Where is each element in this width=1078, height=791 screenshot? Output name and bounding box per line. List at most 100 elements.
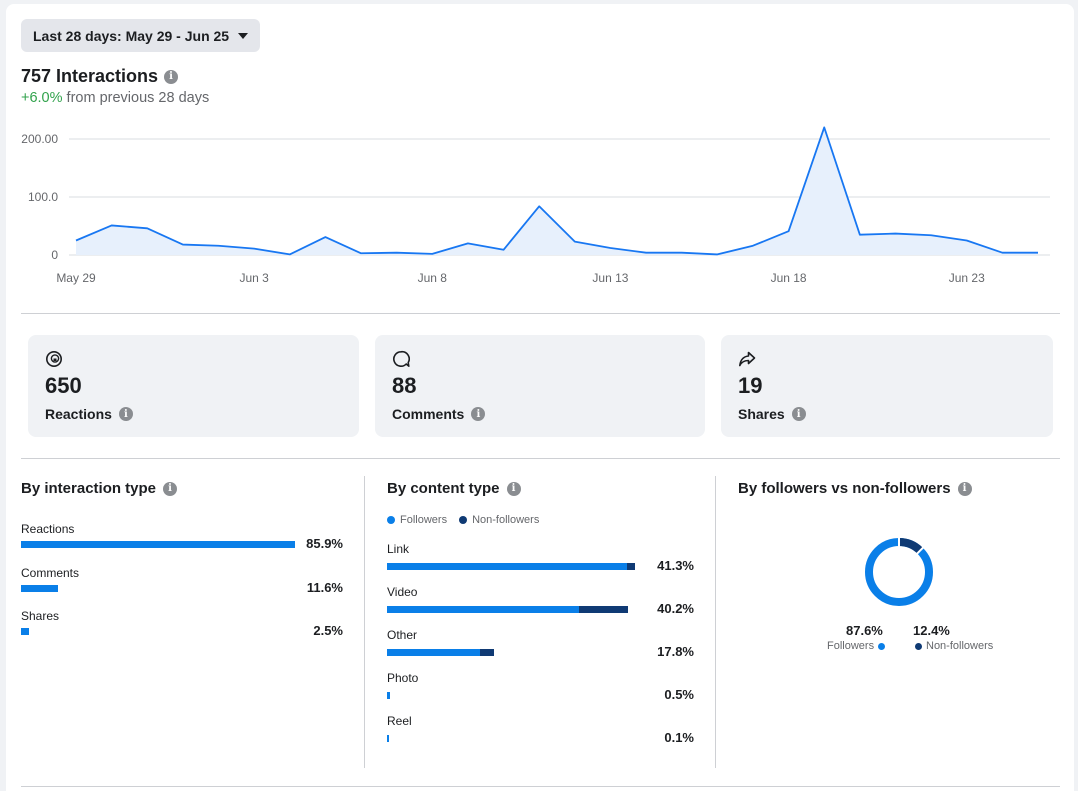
info-icon[interactable]: i bbox=[163, 481, 178, 496]
data-point[interactable] bbox=[533, 200, 545, 212]
info-icon[interactable]: i bbox=[471, 407, 486, 421]
interaction-bar[interactable] bbox=[21, 584, 295, 592]
comments-label: Comments bbox=[392, 406, 465, 422]
content-bar-followers bbox=[387, 606, 580, 613]
divider bbox=[21, 458, 1060, 459]
caret-down-icon bbox=[238, 32, 249, 39]
by-content-title: By content type bbox=[387, 480, 500, 497]
data-point[interactable] bbox=[925, 229, 937, 241]
content-row-label: Photo bbox=[387, 671, 419, 685]
comments-card: 88 Comments i bbox=[375, 335, 705, 437]
data-point[interactable] bbox=[498, 244, 510, 256]
interaction-bar[interactable] bbox=[21, 628, 295, 635]
shares-card: 19 Shares i bbox=[721, 335, 1053, 437]
content-bar[interactable] bbox=[387, 735, 389, 742]
change-value: +6.0% bbox=[21, 90, 63, 106]
x-tick-label: Jun 8 bbox=[418, 271, 448, 285]
content-row-pct: 0.1% bbox=[664, 730, 694, 745]
content-bar[interactable] bbox=[387, 649, 494, 656]
nonfollowers-legend-dot bbox=[459, 516, 468, 524]
data-point[interactable] bbox=[106, 219, 118, 231]
info-icon[interactable]: i bbox=[506, 481, 521, 496]
interactions-panel: Last 28 days: May 29 - Jun 25 757 Intera… bbox=[6, 4, 1074, 791]
nonfollowers-dot bbox=[915, 642, 922, 650]
data-point[interactable] bbox=[818, 121, 830, 133]
data-point[interactable] bbox=[391, 247, 403, 259]
date-range-dropdown[interactable]: Last 28 days: May 29 - Jun 25 bbox=[21, 19, 261, 52]
info-icon[interactable]: i bbox=[957, 481, 972, 496]
date-range-label: Last 28 days: May 29 - Jun 25 bbox=[33, 27, 230, 44]
y-tick-label: 100.0 bbox=[28, 190, 58, 204]
followers-dot bbox=[878, 642, 886, 650]
content-bar-followers bbox=[387, 692, 390, 699]
share-icon bbox=[739, 351, 756, 367]
interactions-change: +6.0% from previous 28 days bbox=[21, 90, 209, 106]
data-point[interactable] bbox=[355, 247, 367, 259]
data-point[interactable] bbox=[177, 239, 189, 251]
interactions-line bbox=[75, 126, 1038, 256]
interaction-row-label: Comments bbox=[21, 565, 80, 580]
content-legend: Followers Non-followers bbox=[387, 514, 539, 526]
data-point[interactable] bbox=[889, 228, 901, 240]
interaction-bar[interactable] bbox=[21, 541, 295, 548]
info-icon[interactable]: i bbox=[164, 69, 179, 84]
nonfollowers-legend: Non-followers bbox=[915, 640, 993, 652]
data-point[interactable] bbox=[604, 242, 616, 254]
followers-legend: Followers bbox=[827, 640, 886, 652]
interaction-row-pct: 85.9% bbox=[306, 536, 343, 551]
interaction-row-label: Reactions bbox=[21, 522, 75, 536]
data-point[interactable] bbox=[70, 235, 82, 247]
info-icon[interactable]: i bbox=[791, 407, 806, 421]
x-tick-label: May 29 bbox=[56, 271, 96, 285]
data-point[interactable] bbox=[213, 240, 225, 252]
reactions-value: 650 bbox=[45, 373, 82, 398]
content-bar[interactable] bbox=[387, 563, 635, 570]
data-point[interactable] bbox=[284, 248, 296, 260]
reactions-card: 650 Reactions i bbox=[28, 335, 359, 437]
donut-gap bbox=[915, 546, 925, 555]
content-row-pct: 0.5% bbox=[664, 687, 694, 702]
y-tick-label: 0 bbox=[51, 248, 58, 262]
content-bar[interactable] bbox=[387, 692, 390, 699]
interaction-row-label: Shares bbox=[21, 609, 60, 623]
data-point[interactable] bbox=[783, 225, 795, 237]
content-bar-followers bbox=[387, 563, 628, 570]
data-point[interactable] bbox=[462, 237, 474, 249]
data-point[interactable] bbox=[747, 240, 759, 252]
content-bar-followers bbox=[387, 649, 481, 656]
data-point[interactable] bbox=[711, 248, 723, 260]
data-point[interactable] bbox=[319, 231, 331, 243]
followers-pct: 87.6% bbox=[846, 623, 883, 638]
data-point[interactable] bbox=[961, 235, 973, 247]
interactions-title: 757 Interactions bbox=[21, 66, 159, 86]
content-row-pct: 41.3% bbox=[657, 558, 694, 573]
data-point[interactable] bbox=[996, 247, 1008, 259]
data-point[interactable] bbox=[676, 247, 688, 259]
data-point[interactable] bbox=[854, 229, 866, 241]
content-bar-nonfollowers bbox=[579, 606, 629, 613]
shares-label-row: Shares i bbox=[738, 406, 806, 422]
reactions-icon bbox=[46, 351, 62, 367]
comment-icon bbox=[393, 350, 410, 367]
nonfollowers-legend-label: Non-followers bbox=[472, 514, 540, 526]
followers-legend-dot bbox=[387, 516, 395, 524]
data-point[interactable] bbox=[1032, 247, 1044, 259]
shares-label: Shares bbox=[738, 406, 785, 422]
data-point[interactable] bbox=[640, 247, 652, 259]
data-point[interactable] bbox=[248, 243, 260, 255]
data-point[interactable] bbox=[426, 248, 438, 260]
by-content-title-row: By content type i bbox=[387, 480, 521, 497]
interaction-bar-fill bbox=[21, 628, 29, 635]
reactions-label: Reactions bbox=[45, 406, 112, 422]
comments-label-row: Comments i bbox=[392, 406, 486, 422]
divider bbox=[21, 786, 1060, 787]
content-bar-nonfollowers bbox=[480, 649, 494, 656]
info-icon[interactable]: i bbox=[118, 407, 133, 421]
data-point[interactable] bbox=[141, 222, 153, 234]
by-interaction-title: By interaction type bbox=[21, 480, 157, 497]
data-point[interactable] bbox=[569, 236, 581, 248]
reactions-label-row: Reactions i bbox=[45, 406, 133, 422]
interaction-bar-fill bbox=[21, 541, 295, 548]
content-bar[interactable] bbox=[387, 606, 629, 613]
interaction-row-pct: 2.5% bbox=[313, 623, 343, 638]
